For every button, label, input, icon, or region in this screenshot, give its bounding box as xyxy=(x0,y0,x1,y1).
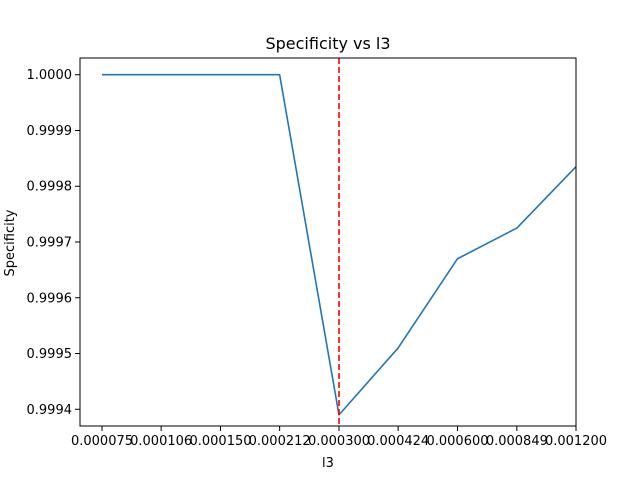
x-tick-label-5: 0.000424 xyxy=(367,434,429,449)
x-tick-label-8: 0.001200 xyxy=(545,434,607,449)
y-tick-label-3: 0.9997 xyxy=(27,236,73,251)
x-tick-label-0: 0.000075 xyxy=(71,434,133,449)
axes-frame xyxy=(79,57,577,427)
y-tick-label-4: 0.9998 xyxy=(27,180,73,195)
y-tick-label-2: 0.9996 xyxy=(27,291,73,306)
y-axis-label: Specificity xyxy=(3,209,18,276)
x-tick-label-6: 0.000600 xyxy=(426,434,488,449)
x-tick-label-7: 0.000849 xyxy=(486,434,548,449)
y-tick-label-1: 0.9995 xyxy=(27,347,73,362)
x-tick-label-2: 0.000150 xyxy=(189,434,251,449)
x-tick-label-3: 0.000212 xyxy=(249,434,311,449)
x-axis-label: l3 xyxy=(322,456,334,471)
chart-title: Specificity vs l3 xyxy=(265,34,390,53)
y-tick-label-0: 0.9994 xyxy=(27,403,73,418)
y-tick-label-6: 1.0000 xyxy=(27,68,73,83)
x-tick-label-1: 0.000106 xyxy=(130,434,192,449)
x-tick-label-4: 0.000300 xyxy=(308,434,370,449)
plot-area: 0.0000750.0001060.0001500.0002120.000300… xyxy=(27,57,607,449)
y-tick-label-5: 0.9999 xyxy=(27,124,73,139)
